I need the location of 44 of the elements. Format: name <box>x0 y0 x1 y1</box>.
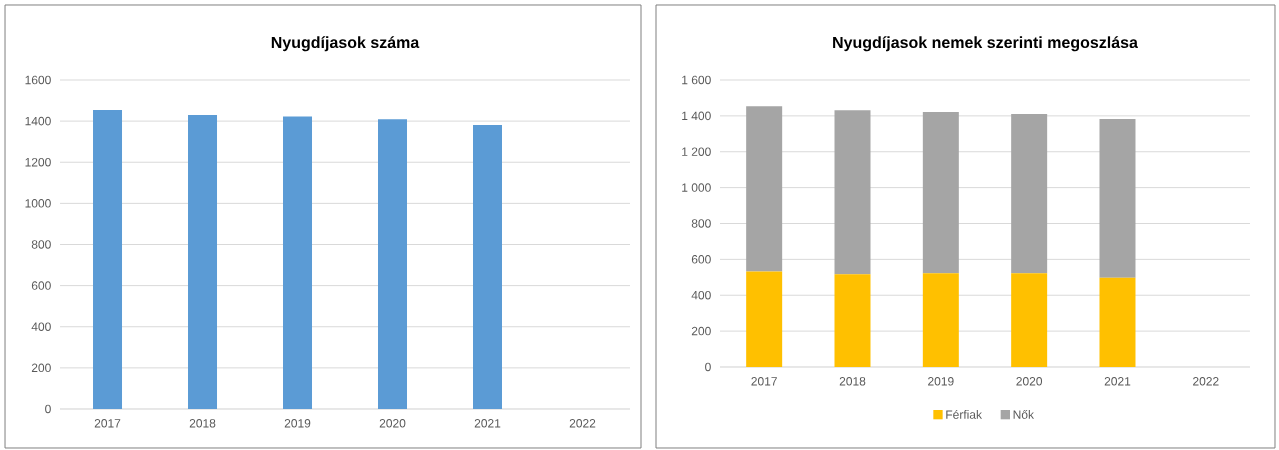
x-tick-label: 2017 <box>94 419 121 428</box>
y-tick-label: 1400 <box>25 116 51 126</box>
x-tick-label: 2019 <box>284 419 311 428</box>
chart-title: Nyugdíjasok nemek szerinti megoszlása <box>833 36 1139 52</box>
y-tick-label: 0 <box>45 404 51 414</box>
y-tick-label: 800 <box>31 240 51 249</box>
chart-title: Nyugdíjasok száma <box>271 36 420 52</box>
y-tick-label: 400 <box>31 322 51 331</box>
y-tick-label: 1200 <box>25 157 51 167</box>
y-tick-label: 1 400 <box>682 111 711 121</box>
x-tick-label: 2020 <box>1016 377 1043 386</box>
y-tick-label: 1 200 <box>682 147 711 156</box>
bar <box>834 110 871 275</box>
y-tick-label: 1 600 <box>682 75 711 85</box>
bar <box>1099 119 1136 278</box>
y-tick-label: 200 <box>31 363 51 373</box>
x-tick-label: 2020 <box>379 419 406 428</box>
x-tick-label: 2018 <box>189 419 216 428</box>
x-tick-label: 2017 <box>751 377 777 386</box>
x-tick-label: 2022 <box>1193 377 1219 386</box>
x-tick-label: 2019 <box>928 377 954 386</box>
x-tick-label: 2021 <box>474 419 501 428</box>
y-tick-label: 1 000 <box>682 183 711 192</box>
y-tick-label: 1000 <box>25 199 51 208</box>
y-tick-label: 0 <box>705 362 711 372</box>
x-tick-label: 2018 <box>839 377 866 386</box>
x-tick-label: 2021 <box>1104 377 1131 386</box>
bar <box>746 271 783 367</box>
y-tick-label: 1600 <box>25 75 51 85</box>
bar <box>746 106 783 272</box>
y-tick-label: 600 <box>31 281 51 290</box>
y-tick-label: 400 <box>691 290 711 300</box>
bar <box>1099 277 1136 367</box>
bar <box>922 273 959 367</box>
x-tick-label: 2022 <box>569 419 596 428</box>
bar <box>1011 273 1048 367</box>
legend-label: Férfiak <box>946 409 983 419</box>
bar <box>922 112 959 274</box>
y-tick-label: 600 <box>691 255 711 264</box>
y-tick-label: 200 <box>691 326 711 336</box>
legend-label: Nők <box>1013 409 1035 419</box>
y-tick-label: 800 <box>691 219 711 228</box>
bar <box>834 274 871 367</box>
bar <box>1011 114 1048 274</box>
